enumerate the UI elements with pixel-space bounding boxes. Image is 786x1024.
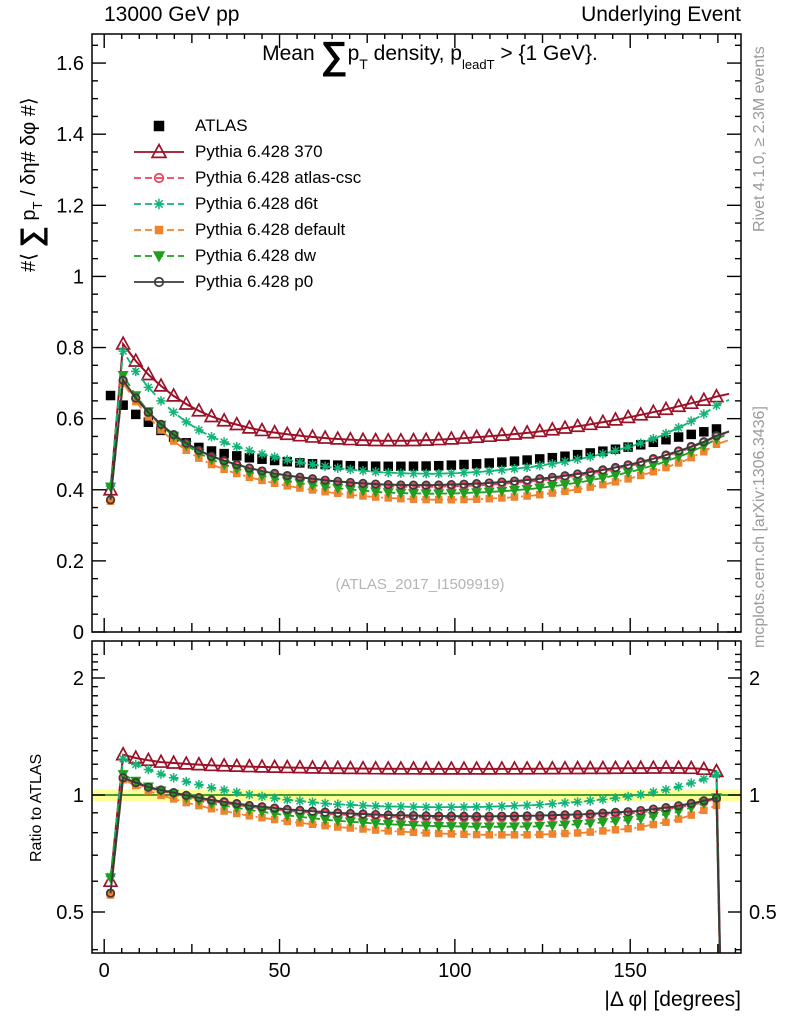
analysis-id-watermark: (ATLAS_2017_I1509919) [335, 576, 505, 593]
y-tick-label-ratio-right: 1 [749, 785, 760, 807]
series-pythia-dw [105, 370, 730, 500]
series-pythia-p0 [105, 773, 722, 953]
legend-label-pythia-p0: Pythia 6.428 p0 [195, 272, 314, 291]
legend-label-atlas: ATLAS [195, 116, 248, 135]
y-axis-title-ratio: Ratio to ATLAS [28, 753, 45, 862]
legend: ATLAS Pythia 6.428 370 Pythia 6.428 atlas-… [133, 113, 361, 295]
legend-marker-pythia-370 [134, 142, 184, 159]
y-tick-label-ratio: 2 [73, 668, 84, 690]
axes [91, 33, 742, 954]
y-axis-title-main: #⟨ ∑ pT / δη# δφ #⟩ [15, 97, 48, 272]
legend-marker-pythia-dw [134, 251, 184, 263]
title-p1: p [347, 42, 360, 65]
x-tick-label: 0 [99, 960, 110, 982]
series-pythia-370 [102, 335, 730, 496]
y-tick-label-ratio-right: 0.5 [749, 902, 777, 924]
series-pythia-p0 [105, 375, 730, 505]
y-tick-label-main: 1.6 [56, 53, 84, 75]
legend-item-pythia-atlas-csc: Pythia 6.428 atlas-csc [133, 165, 361, 191]
y-tick-label-main: 1 [73, 266, 84, 288]
x-tick-label: 50 [268, 960, 290, 982]
y-tick-label-main: 1.4 [56, 124, 84, 146]
legend-marker-pythia-p0 [134, 276, 184, 288]
title-sub1: T [359, 56, 368, 72]
legend-item-pythia-default: Pythia 6.428 default [133, 217, 361, 243]
legend-label-pythia-d6t: Pythia 6.428 d6t [195, 194, 318, 213]
y-tick-label-ratio: 1 [73, 785, 84, 807]
legend-label-pythia-370: Pythia 6.428 370 [195, 142, 323, 161]
legend-item-pythia-dw: Pythia 6.428 dw [133, 243, 361, 269]
sum-symbol: ∑ [320, 35, 348, 77]
y-tick-label-main: 0.2 [56, 551, 84, 573]
legend-marker-pythia-atlas-csc [134, 172, 184, 184]
legend-item-atlas: ATLAS [133, 113, 361, 139]
mcplots-credit: mcplots.cern.ch [arXiv:1306.3436] [751, 406, 768, 648]
series-pythia-d6t [105, 754, 722, 953]
sum-symbol-ylabel: ∑ [15, 226, 48, 248]
y-tick-label-main: 0 [73, 622, 84, 644]
legend-item-pythia-d6t: Pythia 6.428 d6t [133, 191, 361, 217]
title-mid: density, p [367, 42, 462, 65]
y-tick-label-main: 0.8 [56, 338, 84, 360]
title-post: > {1 GeV}. [494, 42, 598, 65]
legend-marker-pythia-default [134, 225, 184, 235]
legend-item-pythia-p0: Pythia 6.428 p0 [133, 269, 361, 295]
legend-label-pythia-dw: Pythia 6.428 dw [195, 246, 316, 265]
legend-marker-pythia-d6t [134, 198, 184, 210]
plot-title: Mean ∑pT density, pleadT > {1 GeV}. [150, 37, 710, 75]
y-tick-label-ratio-right: 2 [749, 668, 760, 690]
axis-ticks [92, 34, 741, 953]
legend-marker-atlas [153, 120, 165, 132]
y-tick-label-ratio: 0.5 [56, 902, 84, 924]
legend-label-pythia-atlas-csc: Pythia 6.428 atlas-csc [195, 168, 362, 187]
x-tick-label: 150 [614, 960, 647, 982]
y-tick-label-main: 1.2 [56, 195, 84, 217]
analysis-group-label: Underlying Event [581, 3, 741, 26]
legend-item-pythia-370: Pythia 6.428 370 [133, 139, 361, 165]
title-pt-lead: leadT [462, 57, 495, 72]
y-tick-label-main: 0.6 [56, 409, 84, 431]
x-tick-label: 100 [438, 960, 471, 982]
title-pre: Mean [262, 42, 321, 65]
axis-tick-labels: 0 50 100 150 0 0.2 0.4 0.6 0.8 1 1.2 1.4 1.6 0.5 0.5 1 1… [56, 53, 777, 982]
series-pythia-d6t [105, 346, 730, 491]
beam-energy-label: 13000 GeV pp [104, 3, 240, 26]
legend-label-pythia-default: Pythia 6.428 default [195, 220, 346, 239]
y-tick-label-main: 0.4 [56, 480, 84, 502]
rivet-version-credit: Rivet 4.1.0, ≥ 2.3M events [751, 46, 768, 232]
x-axis-title: |Δ φ| [degrees] [604, 988, 741, 1011]
